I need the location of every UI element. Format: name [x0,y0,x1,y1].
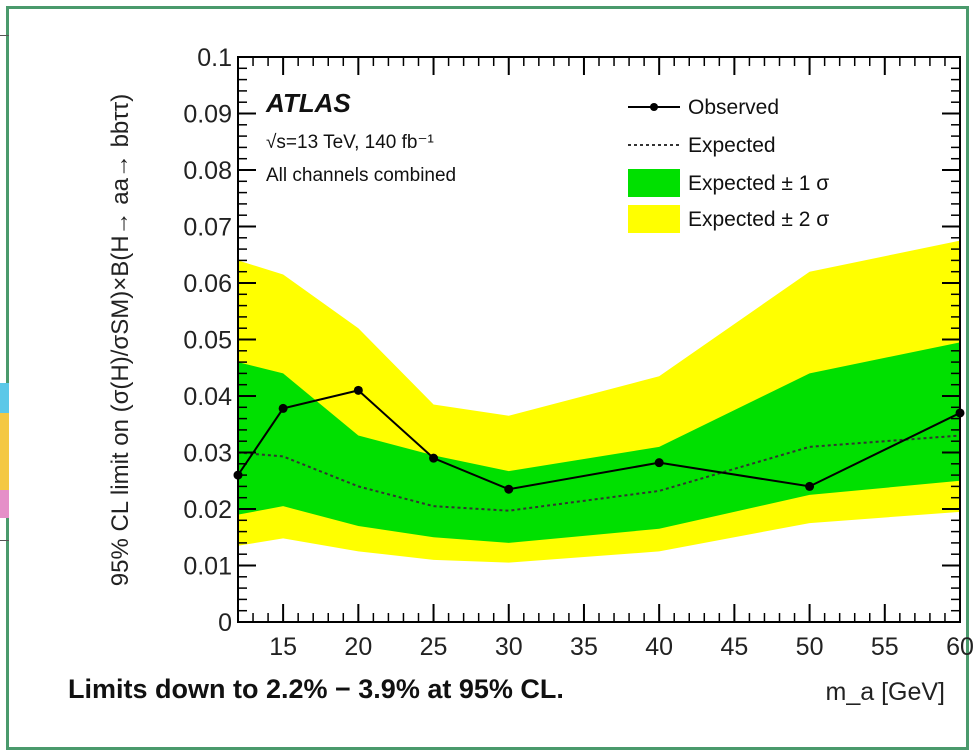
legend-label: Expected ± 1 σ [688,172,829,195]
observed-line [237,389,961,491]
observed-point [429,453,439,463]
y-tick-label: 0.06 [183,270,232,298]
x-tick-label: 50 [796,633,824,661]
legend-observed-marker [650,103,658,111]
y-tick-label: 0.01 [183,553,232,581]
channels-label: All channels combined [266,165,456,186]
edge-rule [0,540,9,541]
edge-rule [0,35,9,36]
y-tick-label: 0.09 [183,101,232,129]
energy-lumi-label: √s=13 TeV, 140 fb⁻¹ [266,132,434,153]
legend-label: Observed [688,96,779,119]
observed-point [353,385,363,395]
observed-point [504,484,514,494]
x-tick-label: 30 [495,633,523,661]
y-tick-label: 0 [218,609,232,637]
legend-2sigma-swatch [628,205,680,233]
atlas-brand: ATLAS [265,88,351,118]
x-tick-label: 45 [720,633,748,661]
band-1sigma [238,342,960,543]
y-tick-label: 0.08 [183,157,232,185]
x-tick-label: 15 [269,633,297,661]
y-tick-label: 0.02 [183,496,232,524]
legend-1sigma-swatch [628,169,680,197]
y-tick-label: 0.1 [197,44,232,72]
y-axis-label: 95% CL limit on (σ(H)/σSM)×B(H→ aa→ bbττ… [107,94,134,586]
observed-point [278,403,288,413]
observed-point [805,481,815,491]
footer-note: Limits down to 2.2% − 3.9% at 95% CL. [68,674,564,704]
x-tick-label: 60 [946,633,974,661]
x-tick-label: 35 [570,633,598,661]
expected-line [237,434,961,512]
y-tick-label: 0.03 [183,440,232,468]
y-tick-label: 0.04 [183,383,232,411]
x-tick-label: 40 [645,633,673,661]
x-axis-label: m_a [GeV] [826,678,946,706]
observed-point [654,458,664,468]
edge-strip-yellow [0,413,9,490]
legend-label: Expected ± 2 σ [688,208,829,231]
y-tick-label: 0.07 [183,214,232,242]
left-edge-clutter [0,35,10,640]
x-tick-label: 20 [344,633,372,661]
legend-label: Expected [688,134,776,157]
y-tick-label: 0.05 [183,327,232,355]
edge-strip-pink [0,490,9,518]
x-tick-label: 55 [871,633,899,661]
x-tick-label: 25 [420,633,448,661]
